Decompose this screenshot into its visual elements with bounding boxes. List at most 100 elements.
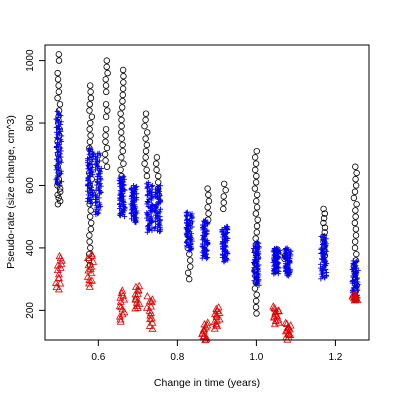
- data-point-circle: [253, 204, 261, 211]
- data-point-circle: [119, 91, 126, 99]
- data-point-plus: [322, 251, 328, 257]
- data-point-plus: [273, 245, 280, 251]
- data-point-plus: [58, 119, 64, 125]
- data-point-circle: [352, 182, 360, 189]
- data-point-circle: [119, 104, 126, 111]
- data-point-plus: [184, 216, 190, 222]
- data-point-plus: [144, 192, 151, 198]
- data-point-circle: [102, 101, 110, 108]
- data-point-triangle: [200, 320, 209, 328]
- data-point-circle: [320, 205, 327, 213]
- data-point-plus: [183, 210, 189, 216]
- x-tick-label: 0.8: [170, 352, 184, 363]
- data-point-plus: [54, 149, 60, 155]
- data-point-circle: [86, 126, 93, 133]
- data-point-plus: [157, 213, 163, 220]
- data-point-triangle: [117, 302, 126, 311]
- data-point-plus: [94, 205, 100, 211]
- x-tick-label: 0.6: [91, 352, 105, 363]
- data-point-plus: [318, 233, 324, 240]
- data-point-circle: [220, 193, 227, 200]
- data-point-circle: [184, 269, 192, 277]
- data-point-circle: [142, 135, 149, 142]
- data-point-circle: [117, 166, 124, 174]
- data-point-triangle: [281, 318, 290, 326]
- data-point-circle: [117, 110, 124, 117]
- data-point-plus: [189, 224, 195, 230]
- data-point-plus: [205, 220, 211, 226]
- data-point-circle: [142, 110, 150, 117]
- data-point-plus: [54, 143, 60, 150]
- data-point-plus: [254, 271, 260, 277]
- data-point-circle: [88, 219, 95, 227]
- data-point-triangle: [54, 285, 63, 293]
- data-point-plus: [157, 183, 164, 189]
- data-point-triangle: [146, 296, 155, 305]
- data-point-circle: [120, 79, 127, 86]
- data-point-plus: [117, 175, 123, 181]
- data-point-plus: [145, 198, 151, 205]
- data-point-circle: [251, 185, 259, 192]
- data-point-plus: [148, 214, 154, 220]
- data-point-triangle: [53, 261, 62, 269]
- data-point-triangle: [89, 257, 98, 265]
- data-point-circle: [222, 186, 229, 194]
- data-point-circle: [86, 238, 93, 245]
- data-point-triangle: [203, 318, 212, 326]
- data-point-circle: [253, 197, 260, 205]
- data-point-triangle: [117, 288, 126, 297]
- data-point-plus: [318, 245, 324, 251]
- data-point-plus: [349, 278, 355, 285]
- data-point-plus: [200, 222, 206, 228]
- data-point-circle: [55, 194, 62, 202]
- data-point-plus: [97, 181, 103, 187]
- data-point-plus: [88, 168, 94, 174]
- data-point-plus: [146, 188, 152, 195]
- data-point-circle: [87, 207, 94, 214]
- data-point-circle: [351, 238, 359, 245]
- data-point-triangle: [54, 270, 63, 278]
- data-point-circle: [253, 229, 261, 236]
- data-point-plus: [149, 183, 155, 190]
- data-point-circle: [352, 207, 359, 214]
- data-point-plus: [188, 241, 194, 247]
- data-point-triangle: [349, 290, 358, 299]
- data-point-plus: [58, 159, 64, 165]
- data-point-circle: [86, 107, 93, 114]
- data-point-circle: [152, 160, 160, 167]
- data-point-circle: [87, 94, 95, 102]
- data-point-triangle: [83, 272, 92, 280]
- data-point-circle: [155, 179, 162, 186]
- data-point-plus: [129, 198, 136, 204]
- data-point-circle: [220, 205, 227, 213]
- data-point-circle: [119, 147, 126, 155]
- data-point-plus: [254, 239, 260, 245]
- data-point-circle: [252, 210, 260, 217]
- data-point-circle: [142, 154, 149, 161]
- data-point-plus: [152, 218, 159, 225]
- data-point-circle: [54, 76, 62, 83]
- data-point-circle: [253, 297, 260, 305]
- data-point-plus: [88, 184, 95, 190]
- data-point-triangle: [143, 292, 152, 300]
- data-point-plus: [276, 249, 282, 255]
- data-point-plus: [145, 199, 151, 205]
- data-point-triangle: [87, 250, 96, 258]
- data-point-circle: [101, 151, 109, 158]
- data-point-circle: [54, 201, 62, 208]
- data-point-plus: [53, 129, 60, 135]
- data-point-plus: [224, 223, 230, 229]
- data-point-circle: [352, 232, 360, 239]
- data-point-plus: [134, 183, 140, 190]
- data-point-triangle: [87, 276, 96, 284]
- data-point-circle: [55, 51, 63, 58]
- data-point-plus: [149, 202, 156, 208]
- data-point-plus: [120, 174, 126, 180]
- data-point-triangle: [351, 290, 360, 298]
- data-point-circle: [117, 129, 125, 136]
- data-point-triangle: [116, 293, 125, 301]
- data-point-circle: [103, 88, 110, 96]
- data-point-triangle: [146, 314, 155, 323]
- data-point-plus: [58, 179, 65, 185]
- data-point-plus: [54, 117, 60, 123]
